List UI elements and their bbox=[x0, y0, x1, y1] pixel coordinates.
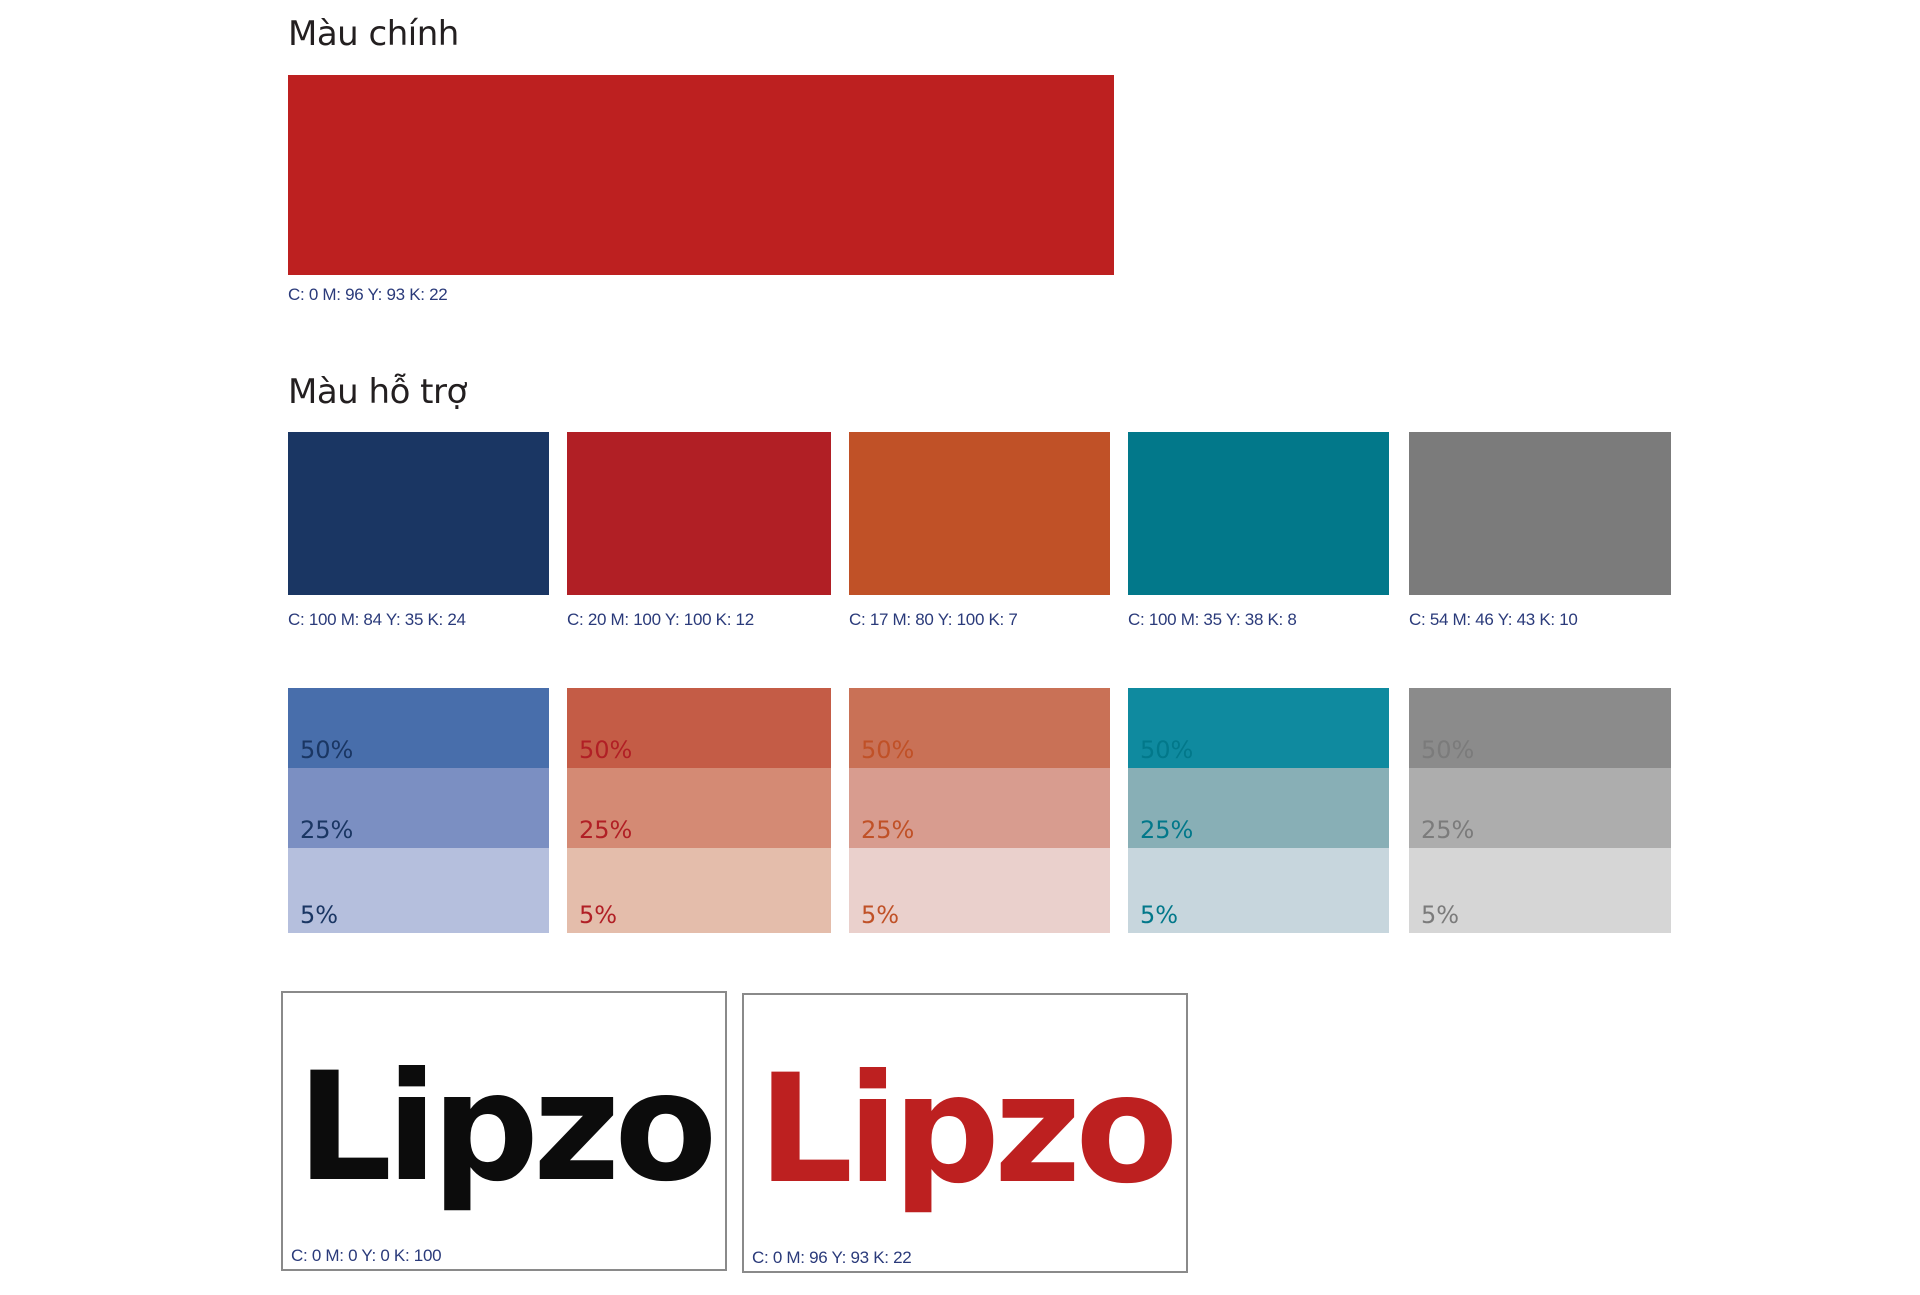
logo-cmyk-label: C: 0 M: 0 Y: 0 K: 100 bbox=[291, 1246, 442, 1265]
tint-25: 25% bbox=[288, 768, 549, 848]
tint-column-gray: 50% 25% 5% bbox=[1409, 688, 1671, 933]
primary-heading: Màu chính bbox=[288, 14, 459, 54]
supporting-swatch-teal bbox=[1128, 432, 1389, 595]
tint-column-teal: 50% 25% 5% bbox=[1128, 688, 1389, 933]
logo-box-black: Lipzo C: 0 M: 0 Y: 0 K: 100 bbox=[281, 991, 727, 1271]
tint-column-red: 50% 25% 5% bbox=[567, 688, 831, 933]
supporting-swatch-navy bbox=[288, 432, 549, 595]
supporting-cmyk-label: C: 100 M: 84 Y: 35 K: 24 bbox=[288, 610, 466, 629]
logo-cmyk-label: C: 0 M: 96 Y: 93 K: 22 bbox=[752, 1248, 912, 1267]
tint-25: 25% bbox=[567, 768, 831, 848]
supporting-swatch-orange bbox=[849, 432, 1110, 595]
logo-box-red: Lipzo C: 0 M: 96 Y: 93 K: 22 bbox=[742, 993, 1188, 1273]
supporting-cmyk-label: C: 100 M: 35 Y: 38 K: 8 bbox=[1128, 610, 1297, 629]
tint-25: 25% bbox=[849, 768, 1110, 848]
primary-cmyk-label: C: 0 M: 96 Y: 93 K: 22 bbox=[288, 285, 448, 304]
logo-wordmark: Lipzo bbox=[757, 1043, 1179, 1217]
tint-5: 5% bbox=[1128, 848, 1389, 933]
tint-5: 5% bbox=[288, 848, 549, 933]
supporting-cmyk-label: C: 54 M: 46 Y: 43 K: 10 bbox=[1409, 610, 1578, 629]
tint-50: 50% bbox=[1128, 688, 1389, 768]
logo-wordmark: Lipzo bbox=[296, 1041, 718, 1215]
supporting-cmyk-label: C: 17 M: 80 Y: 100 K: 7 bbox=[849, 610, 1018, 629]
tint-5: 5% bbox=[1409, 848, 1671, 933]
tint-25: 25% bbox=[1409, 768, 1671, 848]
tint-5: 5% bbox=[849, 848, 1110, 933]
tint-50: 50% bbox=[1409, 688, 1671, 768]
tint-5: 5% bbox=[567, 848, 831, 933]
tint-50: 50% bbox=[849, 688, 1110, 768]
supporting-swatch-red bbox=[567, 432, 831, 595]
tint-50: 50% bbox=[288, 688, 549, 768]
supporting-cmyk-label: C: 20 M: 100 Y: 100 K: 12 bbox=[567, 610, 754, 629]
supporting-swatch-gray bbox=[1409, 432, 1671, 595]
supporting-heading: Màu hỗ trợ bbox=[288, 372, 467, 412]
tint-column-orange: 50% 25% 5% bbox=[849, 688, 1110, 933]
tint-column-navy: 50% 25% 5% bbox=[288, 688, 549, 933]
primary-color-swatch bbox=[288, 75, 1114, 275]
tint-25: 25% bbox=[1128, 768, 1389, 848]
tint-50: 50% bbox=[567, 688, 831, 768]
